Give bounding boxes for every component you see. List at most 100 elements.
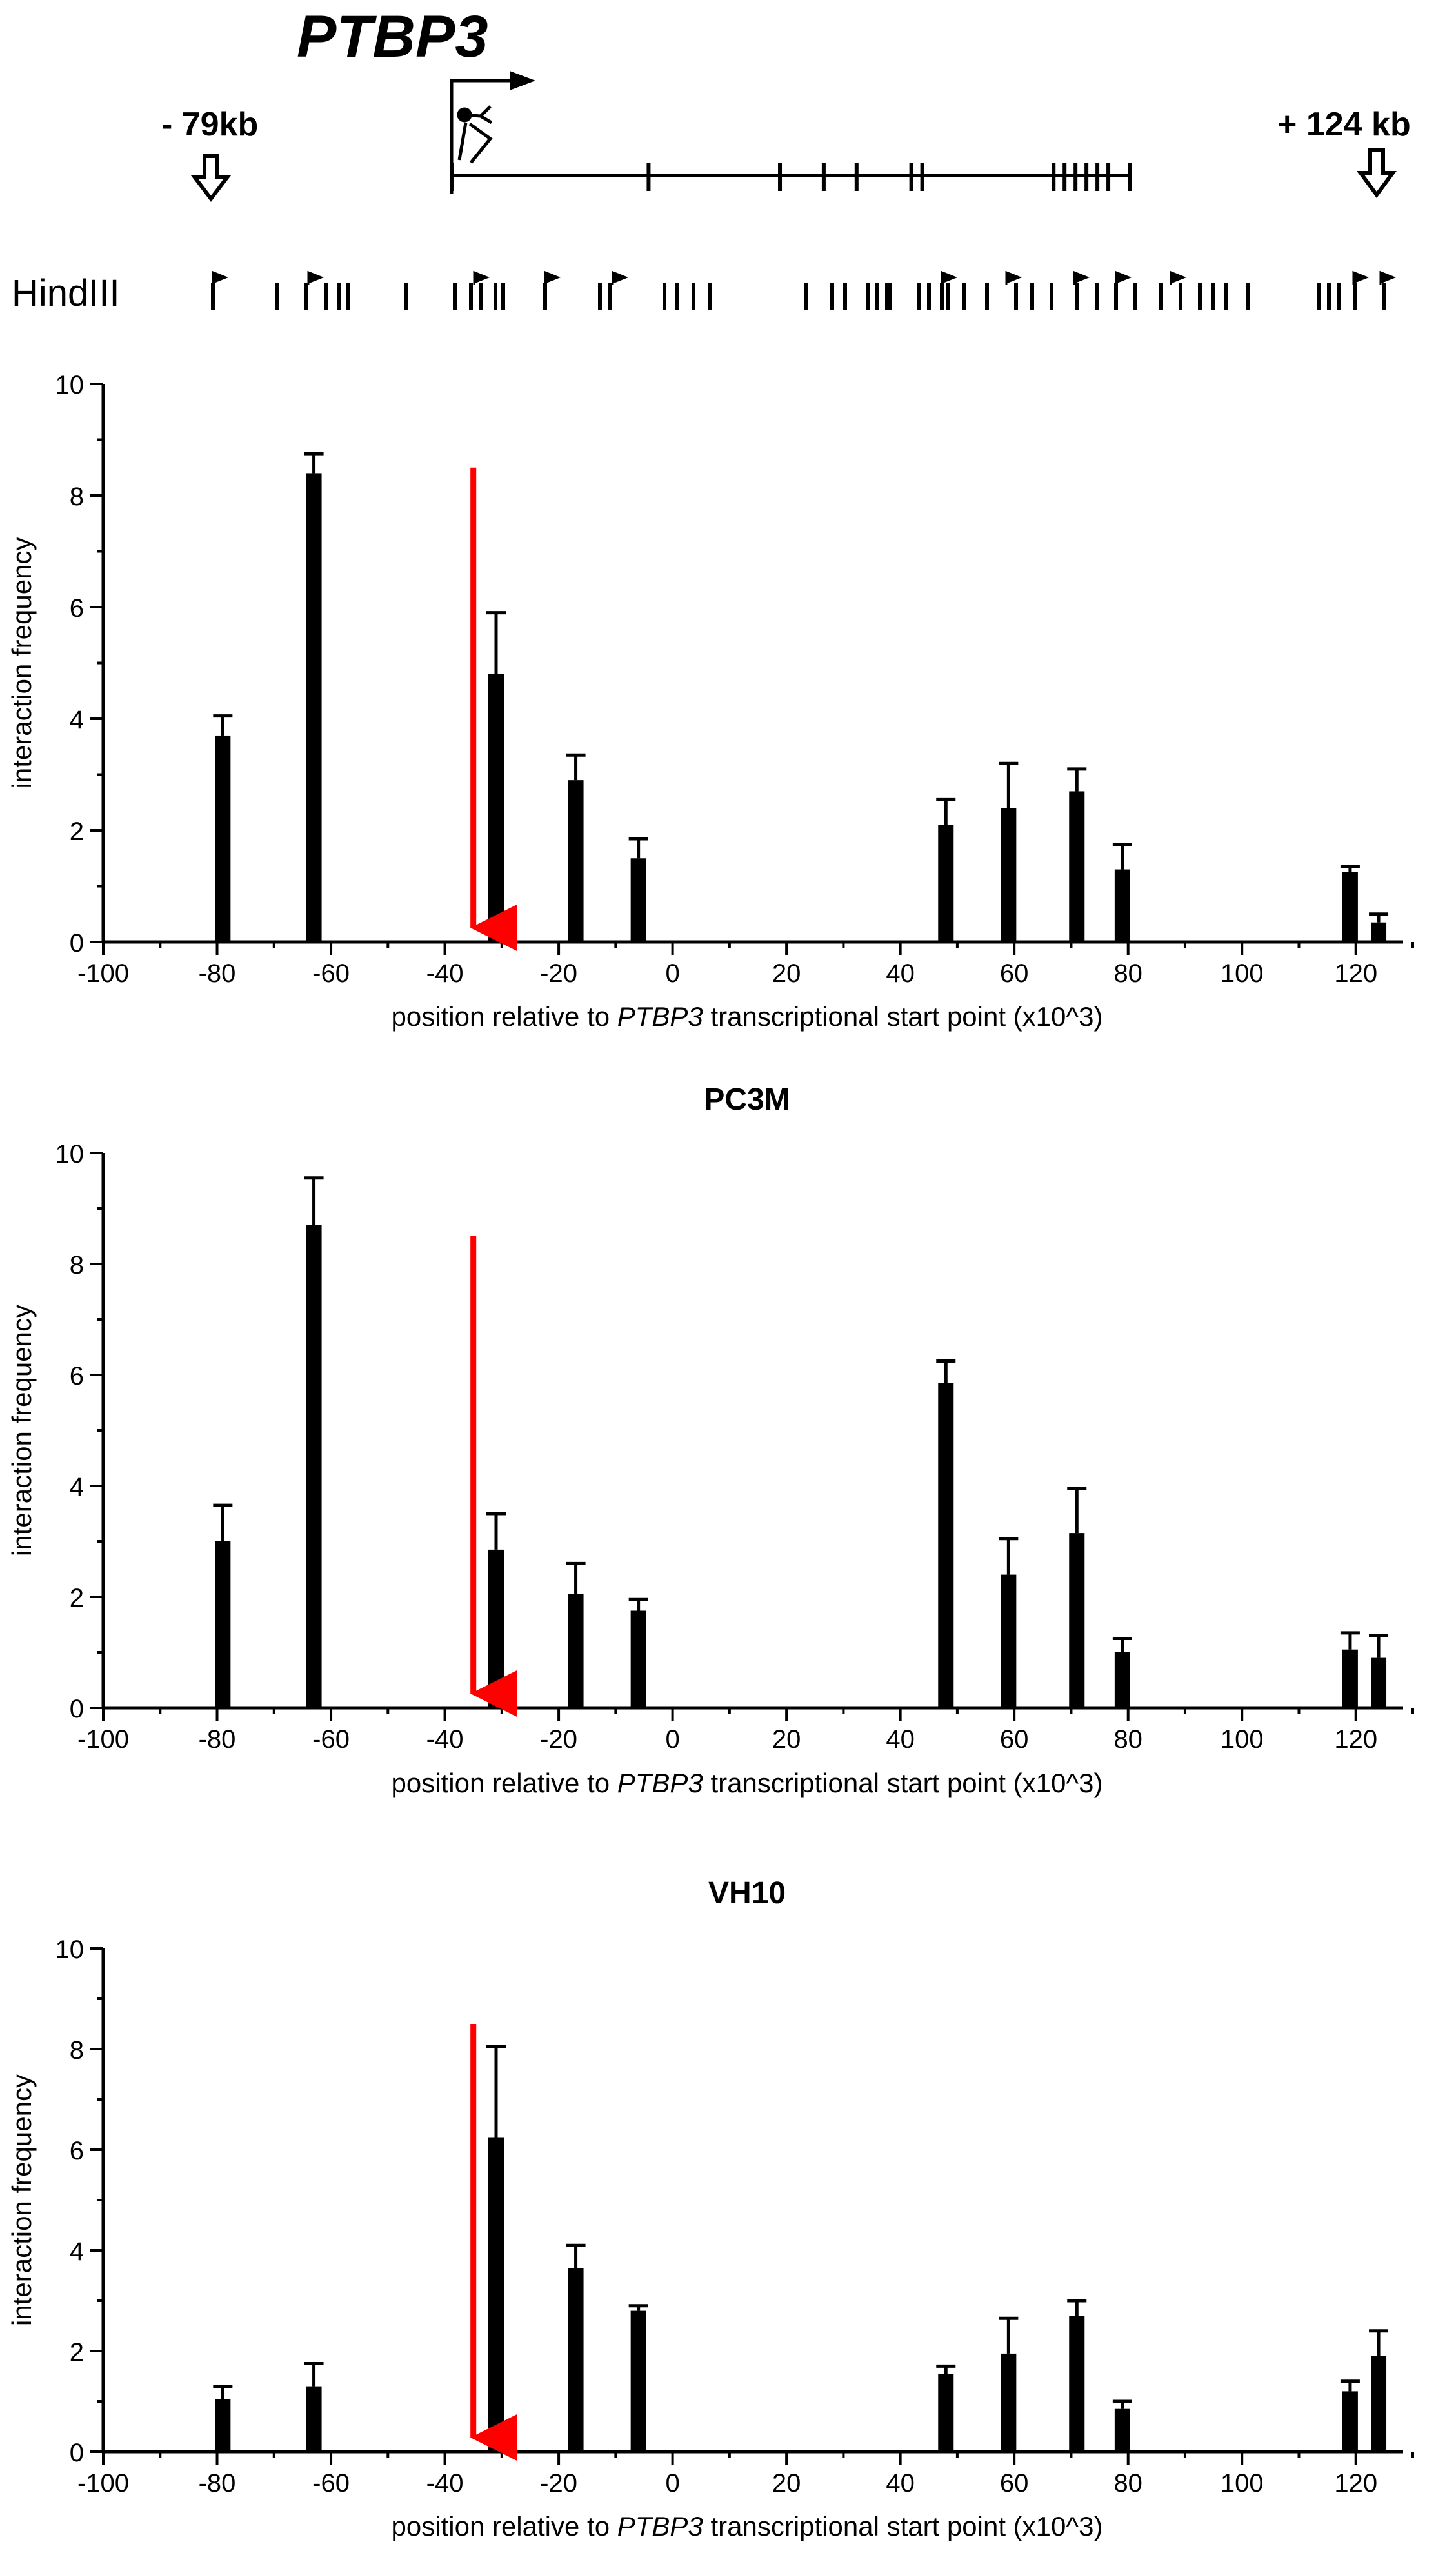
y-tick-label: 8 [70,1251,84,1279]
left-distance-label: - 79kb [161,106,258,143]
x-axis-label-prefix: position relative to [392,2511,617,2541]
bar [1114,2408,1130,2452]
exon-ticks [450,163,1132,191]
probe-icon [457,105,493,164]
bar [1371,922,1387,942]
x-tick-label: -60 [312,1725,350,1754]
enzyme-label: HindIII [12,272,120,314]
y-tick-label: 8 [70,2036,84,2065]
x-tick-label: 40 [886,1725,915,1754]
bar [488,1549,504,1708]
plot-area: 0 2 4 6 8 10 -100 -80 -60 -40 -20 0 20 40 60 80 100 120 [55,371,1414,988]
x-axis-label-prefix: position relative to [392,1001,617,1032]
x-axis-label: position relative to PTBP3 transcription… [392,1001,1103,1032]
y-axis-label: interaction frequency [6,537,37,789]
x-tick-label: -40 [426,1725,464,1754]
bar [568,2268,584,2452]
primer-flag-icon [544,270,561,285]
bar [1001,1574,1017,1708]
bar [938,825,954,942]
x-tick-label: 40 [886,2469,915,2498]
bar [630,1610,646,1708]
x-tick-label: 40 [886,959,915,988]
primer-flag-icon [1073,270,1090,285]
x-tick-label: 20 [772,1725,801,1754]
x-axis-label: position relative to PTBP3 transcription… [392,1768,1103,1798]
x-tick-label: -20 [540,959,577,988]
primer-flag-icon [941,270,958,285]
x-tick-label: 100 [1221,959,1264,988]
x-tick-label: -100 [77,1725,129,1754]
x-tick-label: 80 [1113,2469,1142,2498]
plot-area: 0 2 4 6 8 10 -100 -80 -60 -40 -20 0 20 40 60 80 100 120 [55,1140,1414,1754]
chart-panel-2: PC3M interaction frequency position rela… [6,1083,1414,1798]
bar [630,858,646,942]
primer-flag-icon [1352,270,1370,285]
x-axis-label-suffix: transcriptional start point (x10^3) [703,2511,1103,2541]
y-axis-label-group: interaction frequency [6,1305,37,1556]
y-tick-label: 6 [70,1362,84,1390]
x-tick-label: 0 [665,1725,679,1754]
x-tick-label: -80 [199,959,236,988]
x-tick-label: 60 [1000,1725,1029,1754]
x-tick-label: 120 [1334,1725,1377,1754]
bar [488,2137,504,2452]
tss-arrowhead [510,71,535,90]
x-tick-label: 80 [1113,1725,1142,1754]
y-tick-label: 6 [70,594,84,623]
x-tick-label: 20 [772,959,801,988]
bar [938,2374,954,2452]
x-axis-label-gene: PTBP3 [617,1768,703,1798]
chart-panel-3: VH10 interaction frequency position rela… [6,1876,1414,2541]
bar [1001,2353,1017,2452]
x-axis-label-suffix: transcriptional start point (x10^3) [703,1768,1103,1798]
bar [568,1594,584,1708]
y-tick-label: 2 [70,817,84,846]
x-tick-label: 0 [665,959,679,988]
primer-flag-icon [1005,270,1022,285]
right-down-arrow-icon [1357,148,1397,199]
primer-flag-icon [212,270,229,285]
y-tick-label: 2 [70,1584,84,1612]
x-tick-label: -20 [540,1725,577,1754]
x-tick-label: 120 [1334,959,1377,988]
y-tick-label: 2 [70,2338,84,2367]
x-tick-label: 20 [772,2469,801,2498]
bar [1001,808,1017,942]
bar [306,1225,322,1708]
bar [630,2310,646,2452]
bar [215,2399,231,2452]
y-tick-label: 0 [70,2439,84,2467]
y-tick-label: 0 [70,929,84,957]
y-tick-label: 4 [70,1473,84,1501]
primer-flag-icon [1379,270,1397,285]
y-tick-label: 0 [70,1695,84,1723]
y-tick-label: 10 [55,371,85,399]
x-tick-label: 60 [1000,959,1029,988]
bar [215,1541,231,1708]
x-tick-label: -60 [312,959,350,988]
x-tick-label: 100 [1221,2469,1264,2498]
x-tick-label: 120 [1334,2469,1377,2498]
primer-flag-icon [473,270,490,285]
x-tick-label: 60 [1000,2469,1029,2498]
left-down-arrow-icon [190,154,232,202]
hindiii-sites [211,270,1397,310]
x-tick-label: 0 [665,2469,679,2498]
bar [306,473,322,942]
bar [1114,869,1130,942]
y-axis-label: interaction frequency [6,1305,37,1556]
y-tick-label: 8 [70,483,84,511]
bar [1371,1657,1387,1708]
bar [1342,1649,1358,1708]
y-tick-label: 10 [55,1936,85,1964]
bar [306,2386,322,2452]
x-tick-label: -80 [199,1725,236,1754]
x-tick-label: -20 [540,2469,577,2498]
x-axis-label-suffix: transcriptional start point (x10^3) [703,1001,1103,1032]
chart-title: VH10 [708,1876,786,1910]
y-tick-label: 10 [55,1140,85,1168]
y-axis-label: interaction frequency [6,2074,37,2326]
y-axis-label-group: interaction frequency [6,537,37,789]
